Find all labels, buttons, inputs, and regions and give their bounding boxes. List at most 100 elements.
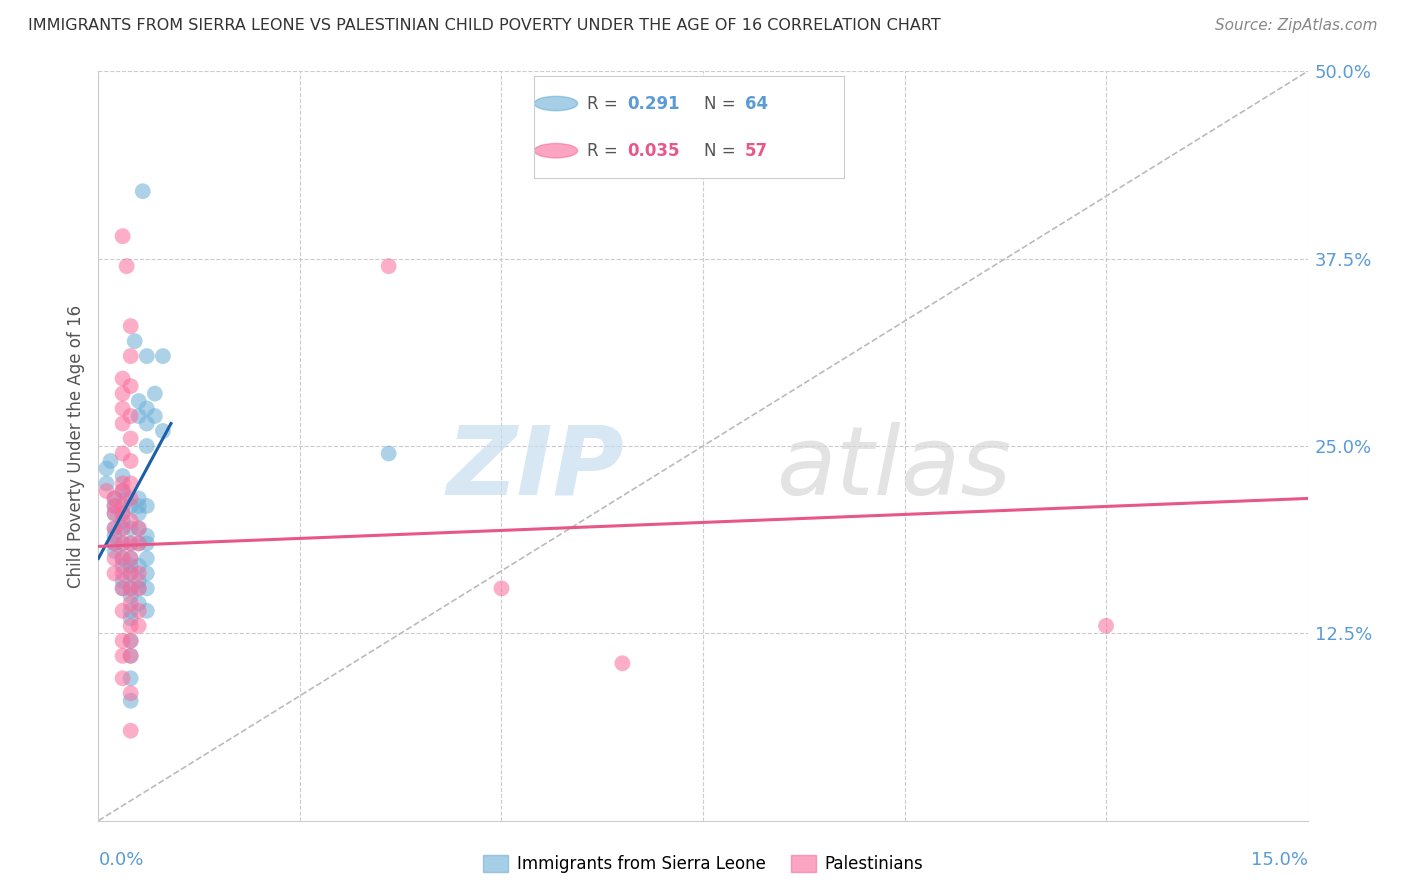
- Point: [120, 566, 142, 581]
- Point: [128, 521, 150, 535]
- Point: [135, 417, 157, 431]
- Point: [120, 604, 142, 618]
- Point: [377, 446, 399, 460]
- Point: [111, 671, 134, 685]
- Point: [111, 604, 134, 618]
- Point: [128, 536, 150, 550]
- Point: [103, 544, 125, 558]
- Point: [128, 507, 150, 521]
- Circle shape: [534, 144, 578, 158]
- Point: [120, 491, 142, 506]
- Point: [651, 154, 673, 169]
- Point: [96, 483, 118, 498]
- Point: [111, 582, 134, 596]
- Point: [135, 566, 157, 581]
- Point: [111, 446, 134, 460]
- Point: [115, 491, 138, 506]
- Point: [120, 379, 142, 393]
- Point: [111, 582, 134, 596]
- Point: [1095, 619, 1118, 633]
- Point: [120, 589, 142, 603]
- Point: [612, 657, 634, 671]
- Point: [128, 604, 150, 618]
- Point: [128, 536, 150, 550]
- Point: [120, 558, 142, 573]
- Point: [128, 394, 150, 409]
- Point: [120, 582, 142, 596]
- Point: [96, 461, 118, 475]
- Point: [120, 648, 142, 663]
- Point: [111, 483, 134, 498]
- Point: [135, 439, 157, 453]
- Text: 0.291: 0.291: [627, 95, 679, 112]
- Text: Source: ZipAtlas.com: Source: ZipAtlas.com: [1215, 18, 1378, 33]
- Point: [152, 349, 174, 363]
- Point: [135, 536, 157, 550]
- Point: [128, 566, 150, 581]
- Point: [135, 499, 157, 513]
- Point: [152, 424, 174, 438]
- Point: [111, 499, 134, 513]
- Point: [128, 499, 150, 513]
- Point: [120, 619, 142, 633]
- Point: [135, 604, 157, 618]
- Point: [124, 334, 146, 348]
- Point: [103, 507, 125, 521]
- Text: IMMIGRANTS FROM SIERRA LEONE VS PALESTINIAN CHILD POVERTY UNDER THE AGE OF 16 CO: IMMIGRANTS FROM SIERRA LEONE VS PALESTIN…: [28, 18, 941, 33]
- Point: [377, 259, 399, 273]
- Point: [132, 184, 155, 198]
- Text: 64: 64: [745, 95, 768, 112]
- Point: [120, 694, 142, 708]
- Point: [111, 521, 134, 535]
- Text: ZIP: ZIP: [447, 422, 624, 515]
- Point: [128, 574, 150, 588]
- Text: 57: 57: [745, 142, 768, 160]
- Point: [128, 582, 150, 596]
- Point: [120, 551, 142, 566]
- Point: [103, 529, 125, 543]
- Point: [128, 558, 150, 573]
- Legend: Immigrants from Sierra Leone, Palestinians: Immigrants from Sierra Leone, Palestinia…: [477, 848, 929, 880]
- Point: [111, 507, 134, 521]
- Point: [111, 469, 134, 483]
- Point: [103, 499, 125, 513]
- Point: [120, 454, 142, 468]
- Point: [128, 409, 150, 423]
- Text: R =: R =: [586, 95, 623, 112]
- Point: [120, 566, 142, 581]
- Point: [111, 417, 134, 431]
- Point: [128, 491, 150, 506]
- Point: [128, 521, 150, 535]
- Point: [103, 536, 125, 550]
- Point: [111, 558, 134, 573]
- Point: [120, 521, 142, 535]
- Point: [128, 582, 150, 596]
- Point: [491, 582, 513, 596]
- Point: [120, 671, 142, 685]
- Point: [111, 551, 134, 566]
- Point: [120, 686, 142, 700]
- Text: R =: R =: [586, 142, 623, 160]
- Point: [111, 401, 134, 416]
- Text: atlas: atlas: [776, 422, 1011, 515]
- Point: [96, 476, 118, 491]
- Point: [111, 536, 134, 550]
- Point: [120, 551, 142, 566]
- Text: 0.0%: 0.0%: [98, 851, 143, 869]
- Point: [103, 507, 125, 521]
- Text: 15.0%: 15.0%: [1250, 851, 1308, 869]
- Y-axis label: Child Poverty Under the Age of 16: Child Poverty Under the Age of 16: [66, 304, 84, 588]
- Point: [120, 319, 142, 334]
- Point: [120, 536, 142, 550]
- Point: [111, 229, 134, 244]
- Point: [111, 483, 134, 498]
- Point: [111, 507, 134, 521]
- Point: [115, 259, 138, 273]
- Point: [128, 619, 150, 633]
- Point: [120, 582, 142, 596]
- Point: [135, 529, 157, 543]
- Point: [103, 566, 125, 581]
- Point: [111, 536, 134, 550]
- Circle shape: [534, 96, 578, 111]
- Point: [120, 723, 142, 738]
